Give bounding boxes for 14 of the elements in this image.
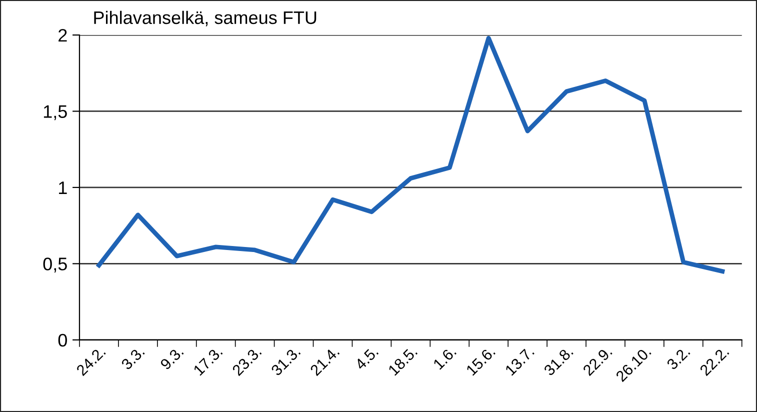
y-tick-label: 1,5 [44,105,67,120]
x-tick-label: 1.6. [432,346,457,370]
y-tick-label: 2 [58,28,67,42]
x-tick-label: 4.5. [354,346,379,370]
y-tick-label: 0 [58,334,67,347]
x-tick-label: 31.8. [543,346,574,376]
x-tick-label: 31.3. [270,346,301,376]
x-tick-label: 9.3. [160,346,184,370]
chart-title: Pihlavanselkä, sameus FTU [94,10,316,26]
line-series [96,36,725,274]
x-tick-label: 3.2. [666,346,690,370]
y-tick-label: 0,5 [43,258,67,273]
y-tick-label: 1 [59,182,67,194]
x-tick-label: 3.3. [120,346,145,370]
